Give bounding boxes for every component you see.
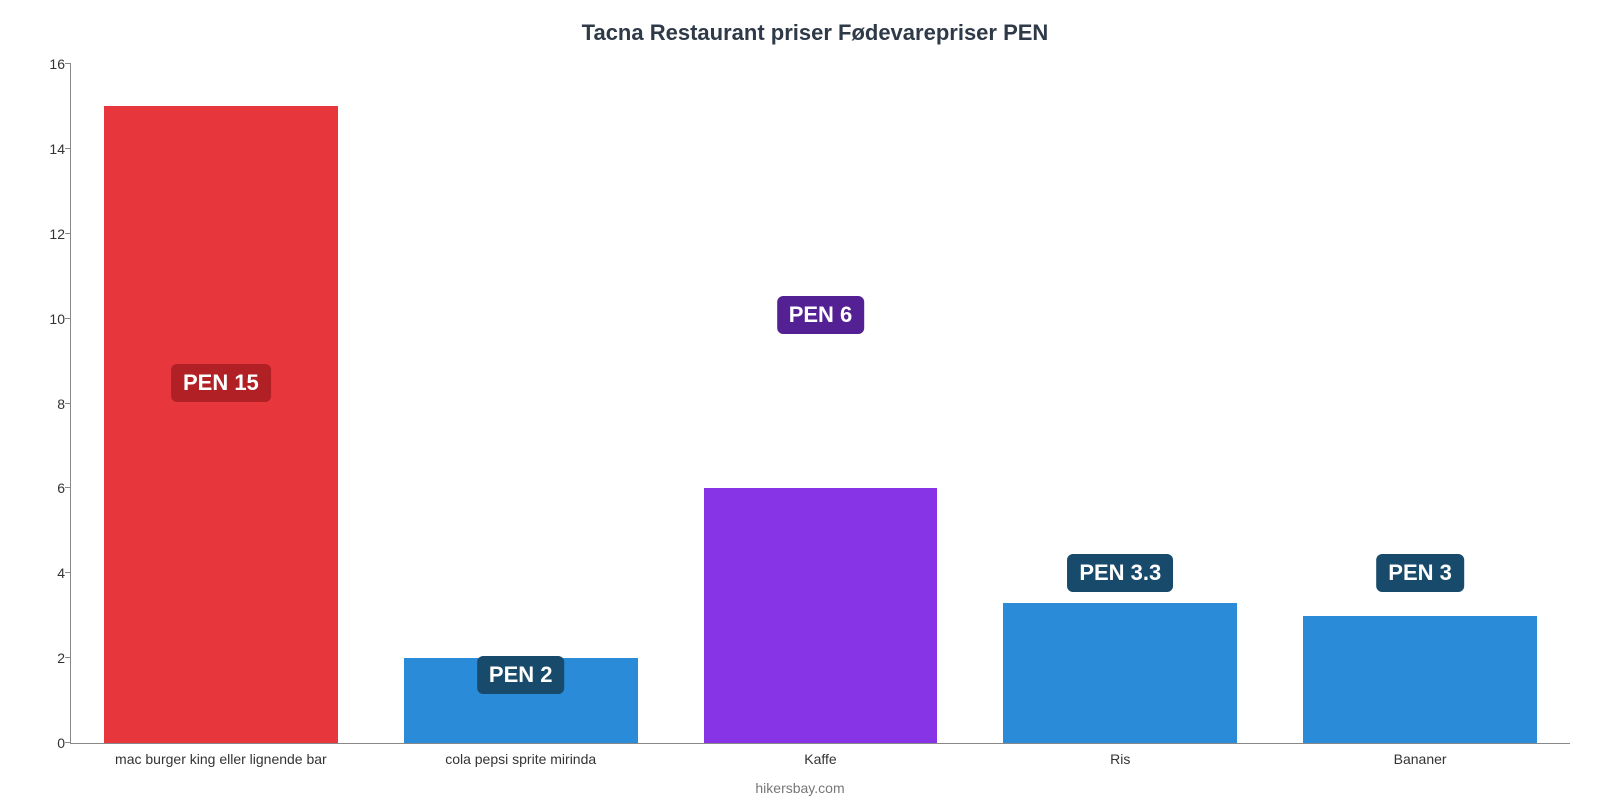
bar-value-label: PEN 3 (1376, 554, 1464, 592)
y-tick-label: 4 (21, 565, 65, 581)
y-tick-label: 12 (21, 226, 65, 242)
source-label: hikersbay.com (755, 780, 844, 796)
chart-container: Tacna Restaurant priser Fødevarepriser P… (0, 0, 1600, 800)
y-tick-label: 2 (21, 650, 65, 666)
y-tick-mark (65, 63, 71, 64)
y-tick-label: 16 (21, 56, 65, 72)
y-tick-mark (65, 657, 71, 658)
bars-layer: PEN 15mac burger king eller lignende bar… (71, 64, 1570, 743)
bar (1303, 616, 1537, 743)
plot-area: PEN 15mac burger king eller lignende bar… (70, 64, 1570, 744)
y-tick-mark (65, 403, 71, 404)
bar (704, 488, 938, 743)
y-tick-mark (65, 742, 71, 743)
x-category-label: mac burger king eller lignende bar (115, 751, 327, 767)
x-category-label: Ris (1110, 751, 1130, 767)
y-tick-mark (65, 318, 71, 319)
y-tick-label: 8 (21, 396, 65, 412)
bar-value-label: PEN 2 (477, 656, 565, 694)
y-tick-label: 10 (21, 311, 65, 327)
x-category-label: Bananer (1394, 751, 1447, 767)
bar (1003, 603, 1237, 743)
y-tick-label: 0 (21, 735, 65, 751)
x-category-label: Kaffe (804, 751, 836, 767)
bar-value-label: PEN 3.3 (1067, 554, 1173, 592)
x-category-label: cola pepsi sprite mirinda (445, 751, 596, 767)
y-tick-mark (65, 572, 71, 573)
bar-value-label: PEN 15 (171, 364, 271, 402)
y-tick-mark (65, 233, 71, 234)
y-tick-mark (65, 148, 71, 149)
bar-value-label: PEN 6 (777, 296, 865, 334)
y-tick-label: 14 (21, 141, 65, 157)
y-tick-mark (65, 487, 71, 488)
bar (104, 106, 338, 743)
y-tick-label: 6 (21, 480, 65, 496)
chart-title: Tacna Restaurant priser Fødevarepriser P… (60, 20, 1570, 46)
